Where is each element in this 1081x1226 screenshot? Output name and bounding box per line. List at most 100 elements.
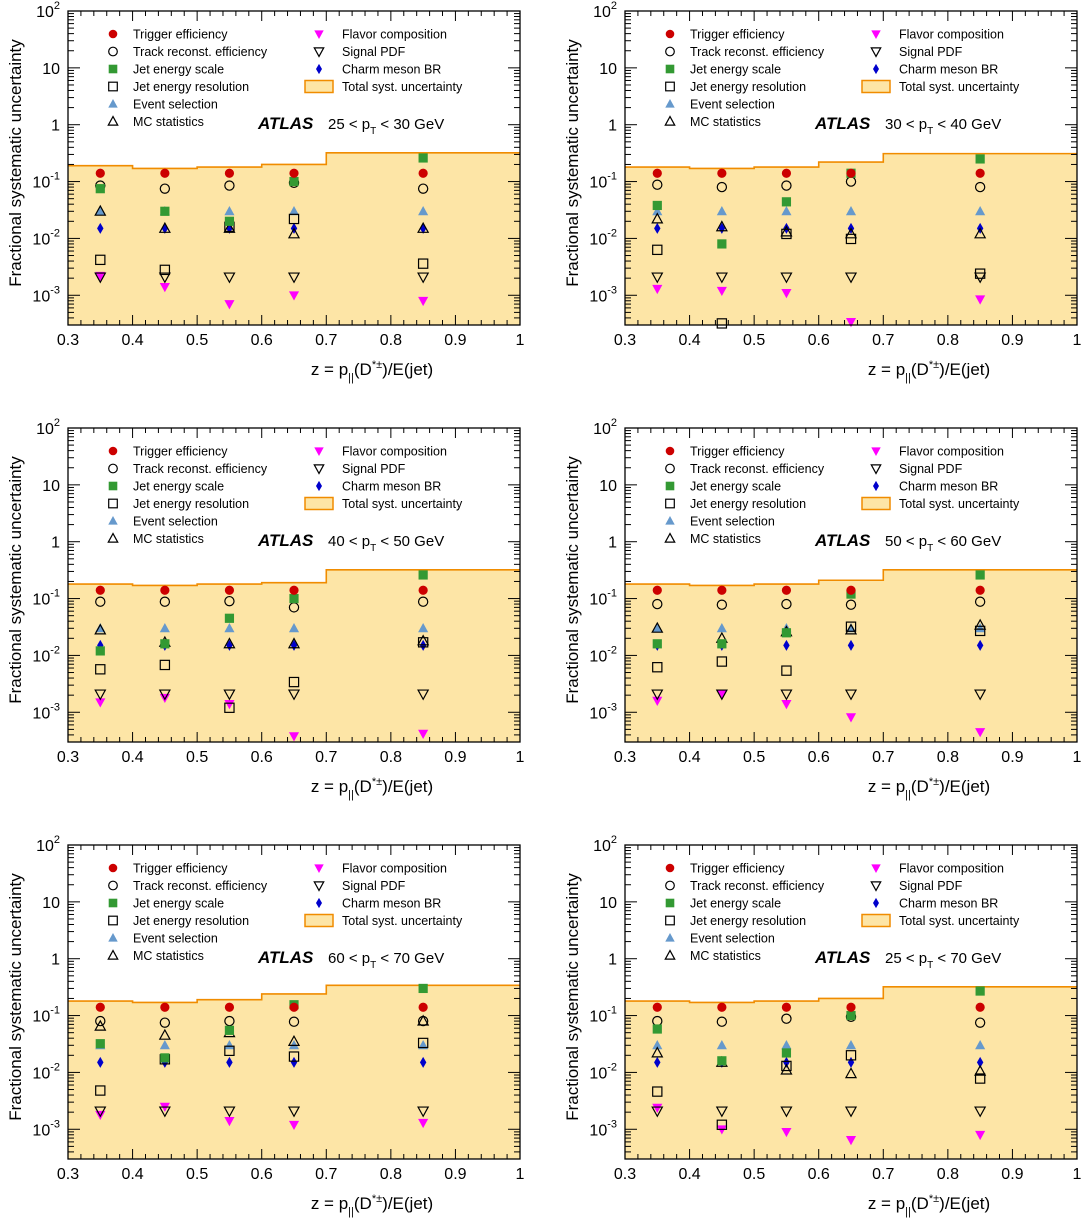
y-tick-label-text: 10-2 bbox=[589, 1061, 617, 1082]
point-trigger bbox=[975, 168, 985, 178]
x-axis-label: z = p||(D*±)/E(jet) bbox=[868, 1193, 990, 1218]
legend-label-flavor: Flavor composition bbox=[342, 862, 447, 876]
point-event bbox=[652, 206, 663, 216]
x-tick-label: 0.8 bbox=[937, 749, 959, 766]
y-tick-label: 102 bbox=[593, 417, 617, 438]
legend-label-total: Total syst. uncertainty bbox=[899, 914, 1020, 928]
legend-label-track: Track reconst. efficiency bbox=[133, 879, 268, 893]
point-event bbox=[975, 206, 986, 216]
x-tick-label: 0.8 bbox=[380, 332, 402, 349]
atlas-label: ATLAS bbox=[814, 114, 871, 133]
point-jer bbox=[845, 621, 857, 632]
point-flavor bbox=[845, 317, 857, 328]
point-jes bbox=[652, 639, 662, 649]
point-br bbox=[847, 639, 855, 651]
legend-label-br: Charm meson BR bbox=[899, 897, 998, 911]
point-track bbox=[95, 596, 106, 607]
legend-marker-track bbox=[665, 46, 675, 57]
point-jes bbox=[95, 646, 105, 656]
y-tick-label-text: 102 bbox=[36, 0, 60, 21]
point-flavor bbox=[716, 690, 727, 700]
point-flavor bbox=[781, 289, 792, 299]
x-tick-label: 0.9 bbox=[1001, 332, 1023, 349]
total-syst-band bbox=[625, 986, 1077, 1159]
point-flavor bbox=[716, 286, 727, 297]
y-axis-label: Fractional systematic uncertainty bbox=[563, 873, 582, 1121]
point-jer bbox=[417, 1037, 429, 1049]
point-jer bbox=[288, 1051, 300, 1062]
legend-marker-jer bbox=[665, 915, 675, 926]
point-pdf bbox=[780, 689, 793, 701]
legend-label-mcstat: MC statistics bbox=[690, 532, 761, 546]
legend-marker-jes bbox=[108, 481, 118, 491]
point-flavor bbox=[288, 1120, 300, 1131]
point-trigger bbox=[652, 585, 662, 595]
legend-label-flavor: Flavor composition bbox=[899, 445, 1004, 459]
point-jer bbox=[974, 268, 986, 279]
point-jes bbox=[717, 1056, 727, 1066]
legend-label-trigger: Trigger efficiency bbox=[133, 28, 228, 42]
point-flavor bbox=[224, 700, 235, 710]
x-tick-label: 0.5 bbox=[743, 749, 765, 766]
point-event bbox=[781, 1040, 792, 1050]
point-pdf bbox=[844, 1106, 858, 1118]
y-tick-label-text: 10-1 bbox=[32, 1005, 60, 1026]
legend-marker-total bbox=[861, 79, 891, 94]
point-br bbox=[654, 1056, 661, 1068]
x-tick-label: 0.6 bbox=[251, 332, 273, 349]
legend-marker-jes bbox=[665, 481, 675, 491]
point-jer bbox=[159, 659, 171, 671]
y-tick-label: 1 bbox=[608, 118, 617, 135]
point-trigger bbox=[781, 1002, 792, 1012]
point-br bbox=[783, 639, 790, 651]
legend-label-mcstat: MC statistics bbox=[133, 532, 204, 546]
point-event bbox=[288, 623, 300, 633]
x-tick-label: 0.3 bbox=[614, 332, 636, 349]
point-trigger bbox=[975, 1002, 985, 1012]
point-event bbox=[224, 206, 235, 216]
y-axis-label: Fractional systematic uncertainty bbox=[6, 39, 25, 287]
y-tick-label-text: 10-3 bbox=[589, 1118, 617, 1139]
point-br bbox=[654, 222, 661, 234]
y-tick-label: 10-3 bbox=[32, 1118, 60, 1139]
point-track bbox=[974, 1017, 986, 1028]
legend-marker-pdf bbox=[870, 47, 882, 58]
y-tick-label: 10-2 bbox=[589, 1061, 617, 1082]
point-br bbox=[161, 222, 169, 234]
point-pdf bbox=[158, 272, 171, 284]
y-tick-label-text: 10 bbox=[599, 61, 617, 78]
point-jer bbox=[781, 665, 792, 676]
point-br bbox=[290, 1056, 298, 1068]
legend-marker-track bbox=[665, 463, 675, 474]
total-syst-edge bbox=[625, 986, 1077, 1004]
y-tick-label: 1 bbox=[51, 118, 60, 135]
y-tick-label: 10-2 bbox=[589, 227, 617, 248]
y-tick-label-text: 10 bbox=[42, 478, 60, 495]
legend-label-track: Track reconst. efficiency bbox=[690, 462, 825, 476]
legend-label-event: Event selection bbox=[690, 932, 775, 946]
x-tick-label: 0.9 bbox=[444, 332, 466, 349]
y-tick-label: 10 bbox=[42, 61, 60, 78]
x-tick-label: 0.6 bbox=[251, 1166, 273, 1183]
legend: Trigger efficiency Track reconst. efficie… bbox=[664, 445, 1020, 546]
point-event bbox=[845, 1040, 857, 1050]
legend-marker-event bbox=[665, 933, 675, 942]
point-mcstat bbox=[223, 221, 236, 233]
point-event bbox=[781, 206, 792, 216]
legend-marker-br bbox=[315, 897, 323, 909]
legend-marker-jes bbox=[665, 898, 675, 908]
point-trigger bbox=[160, 585, 170, 595]
point-jer bbox=[224, 702, 235, 713]
point-mcstat bbox=[974, 227, 987, 239]
point-jes bbox=[95, 184, 105, 194]
legend-label-br: Charm meson BR bbox=[342, 897, 441, 911]
legend-label-pdf: Signal PDF bbox=[342, 462, 406, 476]
point-jer bbox=[845, 1050, 857, 1061]
point-event bbox=[224, 623, 235, 633]
point-mcstat bbox=[844, 623, 858, 635]
point-track bbox=[652, 598, 663, 610]
point-jer bbox=[845, 233, 857, 245]
x-tick-label: 0.4 bbox=[678, 749, 700, 766]
point-pdf bbox=[974, 1106, 987, 1118]
